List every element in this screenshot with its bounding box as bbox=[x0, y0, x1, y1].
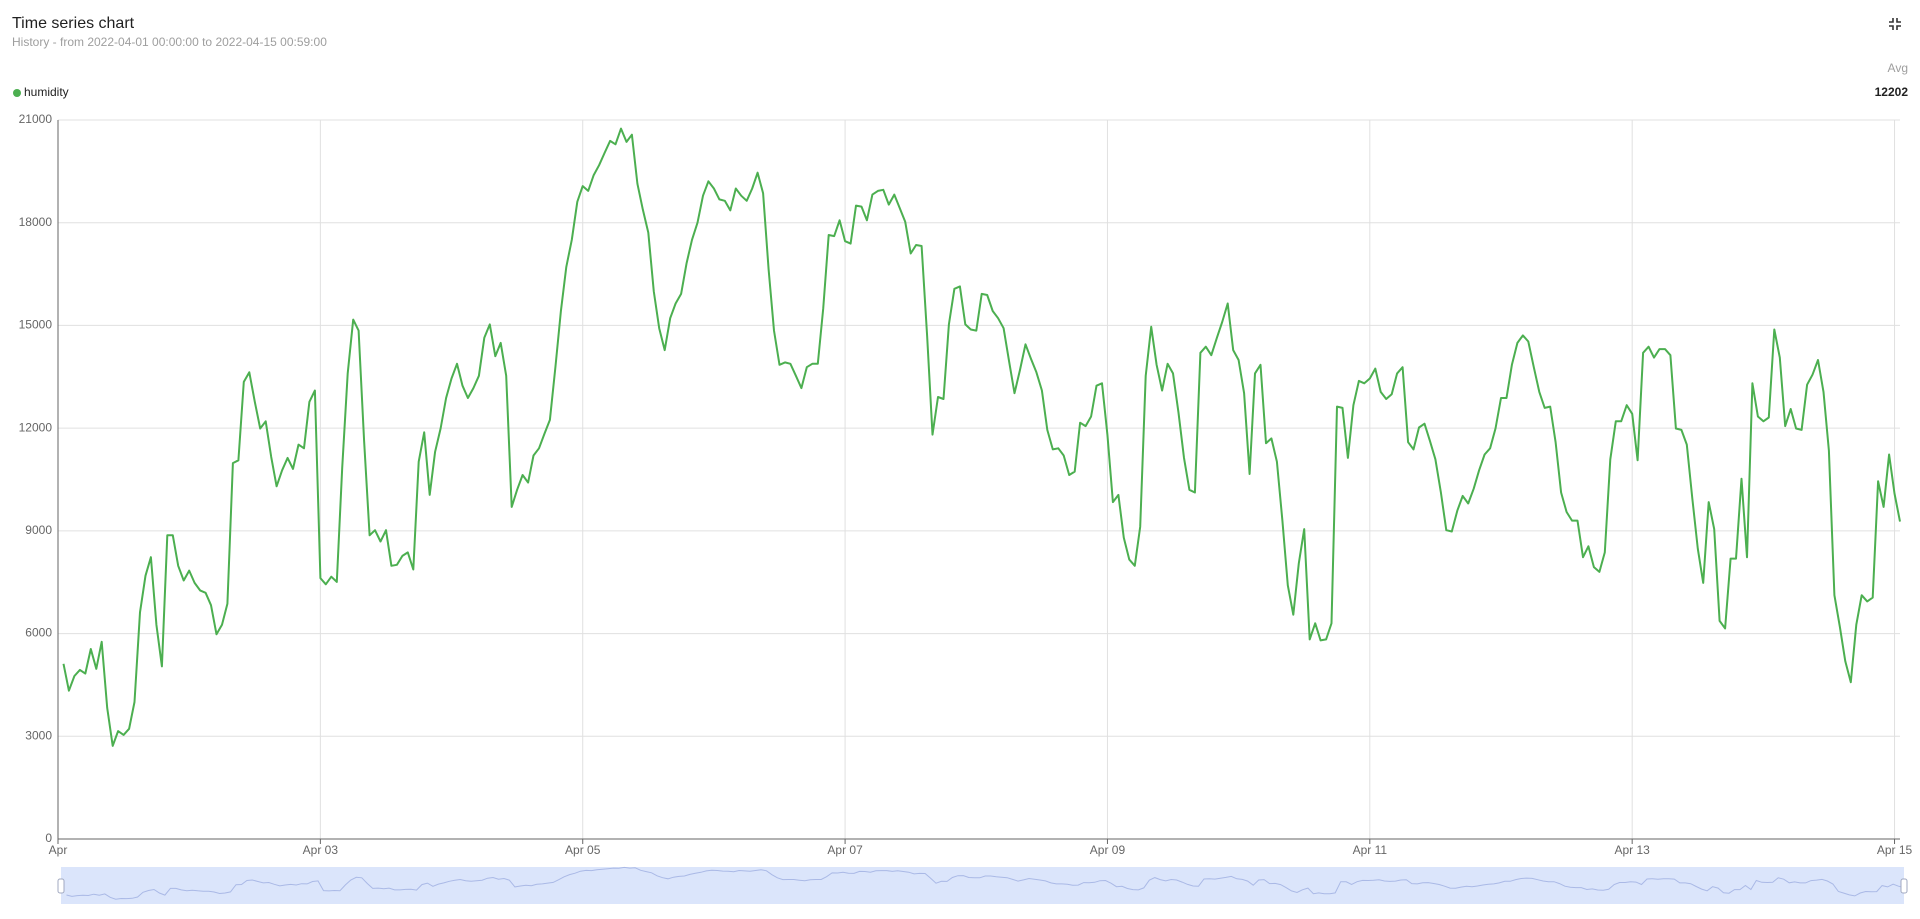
exit-icon bbox=[1889, 18, 1901, 30]
y-tick-label: 6000 bbox=[25, 626, 52, 640]
y-tick-label: 3000 bbox=[25, 728, 52, 742]
legend-label[interactable]: humidity bbox=[24, 85, 69, 99]
chart-title: Time series chart bbox=[12, 15, 135, 32]
fullscreen-exit-button[interactable] bbox=[1886, 15, 1904, 33]
series-line bbox=[62, 127, 1901, 747]
x-tick-label: Apr 05 bbox=[565, 843, 601, 857]
legend-stat-value: 12202 bbox=[1875, 85, 1909, 99]
y-tick-label: 0 bbox=[45, 831, 52, 845]
navigator-handle-left[interactable] bbox=[57, 878, 65, 894]
y-tick-label: 21000 bbox=[19, 112, 53, 126]
x-tick-label: Apr 07 bbox=[827, 843, 863, 857]
x-tick-label: Apr 11 bbox=[1353, 843, 1388, 857]
navigator-handle-right[interactable] bbox=[1900, 878, 1908, 894]
x-tick-label: Apr bbox=[49, 843, 68, 857]
y-tick-label: 9000 bbox=[25, 523, 52, 537]
chart-subtitle: History - from 2022-04-01 00:00:00 to 20… bbox=[12, 35, 327, 49]
x-tick-label: Apr 09 bbox=[1090, 843, 1126, 857]
legend-marker bbox=[13, 89, 21, 97]
legend-stat-label: Avg bbox=[1888, 61, 1908, 75]
y-tick-label: 15000 bbox=[19, 318, 53, 332]
navigator-background bbox=[61, 867, 1904, 904]
x-tick-label: Apr 15 bbox=[1877, 843, 1913, 857]
x-tick-label: Apr 03 bbox=[303, 843, 339, 857]
button-hit-area[interactable] bbox=[1886, 15, 1904, 33]
x-tick-label: Apr 13 bbox=[1614, 843, 1650, 857]
navigator-series bbox=[66, 866, 1905, 900]
y-tick-label: 18000 bbox=[19, 215, 53, 229]
y-tick-label: 12000 bbox=[19, 420, 53, 434]
